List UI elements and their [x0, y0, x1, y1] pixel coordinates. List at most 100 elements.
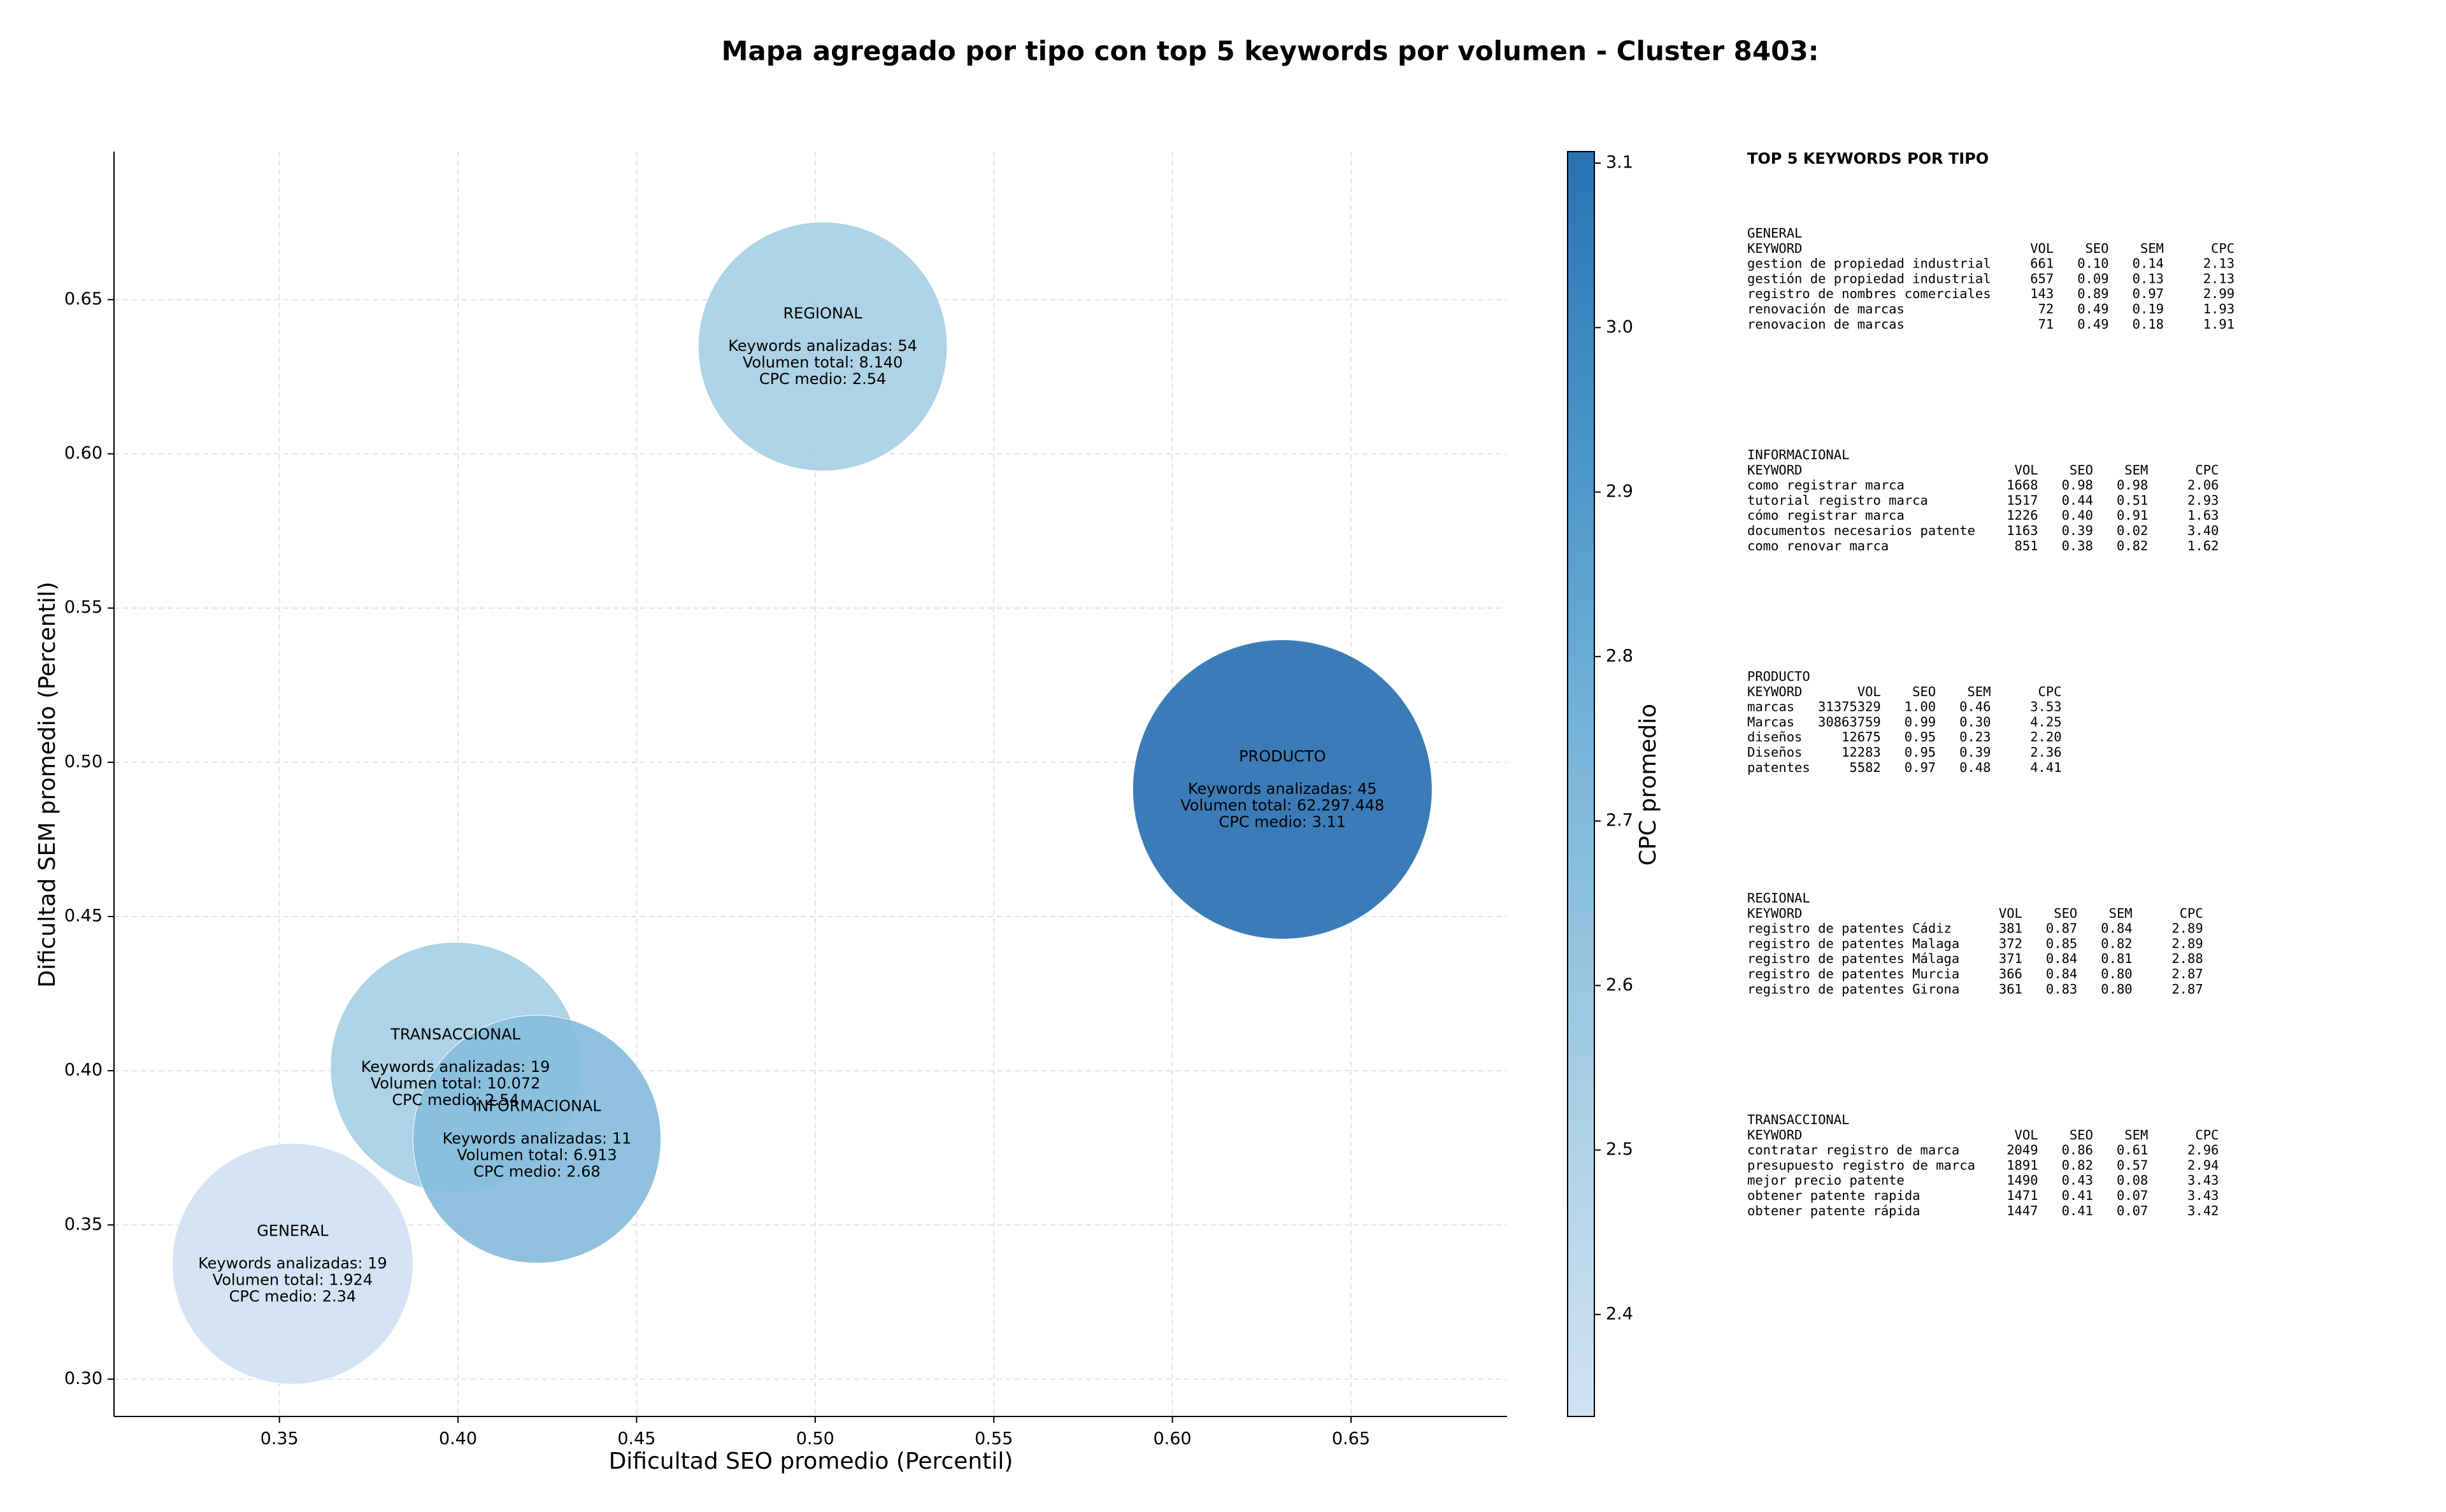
bubble-label-prefix: CPC medio:	[1219, 813, 1312, 831]
table-cell: registro de patentes Murcia	[1747, 966, 1959, 981]
table-cell: 31375329	[1818, 699, 1881, 715]
bubble-label-value: 19	[531, 1058, 550, 1076]
bubble-label-prefix: CPC medio:	[229, 1287, 322, 1305]
y-axis-label: Dificultad SEM promedio (Percentil)	[34, 581, 61, 988]
x-tick-label: 0.40	[439, 1429, 477, 1449]
table-cell: 71	[2038, 317, 2054, 332]
table-cell: 0.95	[1905, 745, 1936, 760]
table-cell: 0.40	[2062, 508, 2093, 523]
group-heading: TRANSACCIONAL	[1747, 1112, 1849, 1127]
column-header: CPC	[2211, 241, 2235, 256]
column-header: SEO	[2054, 906, 2077, 921]
table-cell: 851	[2015, 538, 2038, 553]
y-tick-label: 0.30	[64, 1369, 103, 1388]
table-cell: 2.06	[2187, 478, 2219, 493]
table-cell: renovacion de marcas	[1747, 317, 1905, 332]
table-cell: 3.43	[2187, 1173, 2219, 1188]
table-cell: 0.07	[2117, 1188, 2148, 1203]
bubble-label-prefix: CPC medio:	[392, 1091, 485, 1109]
table-cell: 12675	[1842, 729, 1881, 745]
table-cell: 0.97	[2133, 286, 2164, 301]
table-cell: como registrar marca	[1747, 478, 1905, 493]
table-cell: mejor precio patente	[1747, 1173, 1905, 1188]
table-cell: 143	[2030, 286, 2054, 301]
bubble-label: Keywords analizadas: 54	[728, 337, 917, 355]
table-cell: 0.23	[1959, 729, 1991, 745]
bubble-label: CPC medio: 2.68	[473, 1163, 601, 1181]
table-cell: 0.89	[2077, 286, 2108, 301]
side-panel-title: TOP 5 KEYWORDS POR TIPO	[1747, 150, 1989, 168]
bubble-label: CPC medio: 2.54	[392, 1091, 519, 1109]
y-tick-label: 0.40	[64, 1060, 103, 1080]
table-cell: Marcas	[1747, 714, 1794, 729]
table-cell: 0.85	[2046, 936, 2077, 951]
table-cell: 1490	[2006, 1173, 2038, 1188]
column-header: SEO	[2070, 462, 2093, 478]
table-cell: marcas	[1747, 699, 1794, 715]
bubble-label-prefix: CPC medio:	[473, 1163, 566, 1181]
column-header: SEO	[2070, 1127, 2093, 1143]
table-cell: obtener patente rapida	[1747, 1188, 1920, 1203]
table-cell: 0.57	[2117, 1157, 2148, 1173]
table-cell: registro de patentes Cádiz	[1747, 921, 1952, 936]
table-cell: 3.40	[2187, 523, 2219, 538]
bubble-name: GENERAL	[257, 1222, 329, 1239]
table-cell: documentos necesarios patente	[1747, 523, 1975, 538]
table-cell: 0.80	[2101, 981, 2132, 997]
table-cell: 2.88	[2171, 951, 2203, 966]
bubble	[697, 222, 948, 471]
bubble-label-prefix: Keywords analizadas:	[443, 1130, 612, 1148]
bubble-label: Keywords analizadas: 19	[198, 1254, 387, 1272]
group-heading: PRODUCTO	[1747, 669, 1810, 684]
table-cell: 371	[1999, 951, 2022, 966]
table-cell: 2.87	[2171, 966, 2203, 981]
column-header: CPC	[2195, 1127, 2219, 1143]
table-cell: renovación de marcas	[1747, 301, 1905, 317]
column-header: SEM	[2140, 241, 2164, 256]
column-header: VOL	[1857, 684, 1881, 699]
bubble	[1132, 639, 1433, 939]
column-header: KEYWORD	[1747, 684, 1802, 699]
bubble-label: CPC medio: 2.54	[759, 370, 887, 388]
table-cell: registro de patentes Malaga	[1747, 936, 1959, 951]
x-tick-label: 0.60	[1153, 1429, 1191, 1449]
table-cell: 1517	[2006, 492, 2038, 508]
chart-title: Mapa agregado por tipo con top 5 keyword…	[722, 36, 1819, 67]
bubble-label-value: 2.54	[485, 1091, 519, 1109]
bubble-label-value: 11	[612, 1130, 632, 1148]
x-tick-label: 0.45	[617, 1429, 655, 1449]
colorbar-tick-label: 3.1	[1606, 153, 1633, 173]
table-cell: 0.80	[2101, 966, 2132, 981]
table-cell: 2.13	[2203, 271, 2235, 286]
column-header: VOL	[2015, 1127, 2038, 1143]
table-cell: 0.46	[1959, 699, 1991, 715]
table-cell: patentes	[1747, 760, 1810, 775]
table-cell: 0.49	[2077, 317, 2108, 332]
bubble-label-prefix: Volumen total:	[743, 353, 859, 371]
bubble-label: Volumen total: 62.297.448	[1180, 796, 1384, 814]
table-cell: 3.53	[2030, 699, 2061, 715]
table-cell: 0.91	[2117, 508, 2148, 523]
table-cell: 0.19	[2133, 301, 2164, 317]
x-tick-label: 0.35	[261, 1429, 299, 1449]
y-tick-label: 0.55	[64, 597, 103, 617]
bubble-label-prefix: Volumen total:	[371, 1074, 487, 1092]
column-header: KEYWORD	[1747, 241, 1802, 256]
table-cell: contratar registro de marca	[1747, 1143, 1959, 1158]
bubble	[412, 1015, 662, 1264]
column-header: KEYWORD	[1747, 906, 1802, 921]
table-cell: obtener patente rápida	[1747, 1203, 1920, 1218]
table-cell: 0.39	[1959, 745, 1991, 760]
bubble-label-value: 62.297.448	[1297, 796, 1384, 814]
bubble-label: Volumen total: 1.924	[213, 1271, 373, 1288]
table-cell: 2.36	[2030, 745, 2061, 760]
column-header: CPC	[2195, 462, 2219, 478]
column-header: CPC	[2038, 684, 2062, 699]
column-header: SEM	[2124, 462, 2148, 478]
table-cell: 1163	[2006, 523, 2038, 538]
y-tick-label: 0.45	[64, 906, 103, 925]
table-cell: gestión de propiedad industrial	[1747, 271, 1991, 286]
table-cell: 1.62	[2187, 538, 2219, 553]
table-cell: 0.83	[2046, 981, 2077, 997]
bubble-label-value: 3.11	[1312, 813, 1346, 831]
